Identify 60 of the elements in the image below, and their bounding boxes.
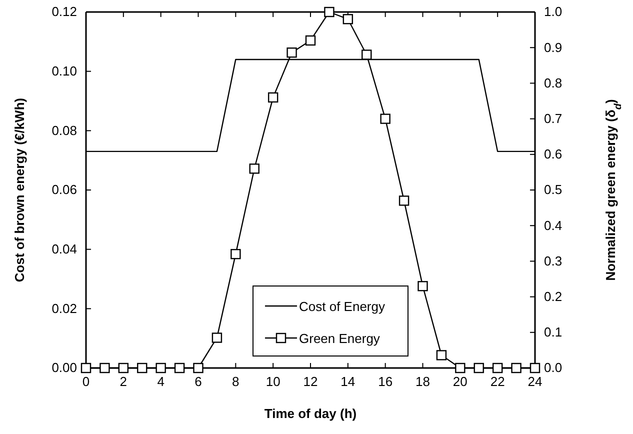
y-tick-label: 0.00 — [52, 360, 77, 376]
point — [530, 362, 540, 374]
y-tick-label: 0.04 — [52, 241, 77, 256]
x-tick-label: 12 — [303, 374, 318, 390]
x-tick-label: 16 — [378, 374, 393, 390]
point — [156, 362, 166, 374]
legend-label: Green Energy — [299, 331, 380, 346]
y2-tick-label: 0.2 — [544, 288, 562, 304]
y2-tick-label: 0.5 — [544, 182, 562, 198]
x-axis-title: Time of day (h) — [264, 406, 357, 421]
y2-tick-label: 1.0 — [544, 4, 562, 20]
point — [286, 47, 297, 58]
y-tick-label: 0.06 — [52, 182, 77, 198]
x-tick-label: 10 — [266, 374, 280, 390]
y-tick-label: 0.08 — [52, 122, 77, 138]
point — [474, 362, 484, 374]
point — [100, 362, 110, 374]
x-tick-label: 14 — [340, 374, 356, 390]
y2-tick-label: 0.6 — [544, 146, 562, 162]
y-tick-label: 0.10 — [52, 63, 77, 78]
point — [398, 196, 410, 206]
x-tick-label: 18 — [416, 374, 430, 390]
y2-tick-label: 0.9 — [544, 40, 562, 55]
point — [418, 281, 428, 292]
y-axis-title: Cost of brown energy (€/kWh) — [12, 98, 27, 282]
point — [511, 362, 522, 374]
x-tick-label: 4 — [157, 374, 164, 390]
x-tick-label: 8 — [232, 374, 240, 390]
point — [380, 114, 390, 124]
y2-tick-label: 0.8 — [544, 75, 562, 90]
point — [118, 362, 129, 374]
point — [212, 332, 222, 343]
point — [436, 350, 447, 360]
point — [362, 50, 372, 60]
y-tick-label: 0.12 — [52, 4, 77, 20]
point — [249, 164, 260, 174]
x-tick-label: 2 — [120, 374, 128, 390]
point — [174, 362, 185, 374]
point — [305, 35, 316, 46]
point — [230, 248, 241, 260]
x-tick-label: 22 — [490, 374, 505, 390]
y2-tick-label: 0.7 — [544, 110, 562, 126]
y2-tick-label: 0.1 — [544, 324, 562, 340]
x-tick-label: 20 — [452, 374, 468, 390]
y2-tick-label: 0.4 — [544, 218, 562, 233]
point — [492, 362, 503, 374]
point — [455, 362, 466, 374]
x-tick-label: 6 — [194, 374, 202, 390]
y-tick-label: 0.02 — [52, 300, 77, 316]
point — [193, 362, 204, 374]
x-tick-label: 24 — [528, 374, 542, 390]
point — [324, 6, 334, 18]
x-tick-label: 0 — [82, 374, 90, 390]
y2-tick-label: 0.0 — [544, 360, 562, 376]
y2-tick-label: 0.3 — [544, 253, 562, 268]
point — [137, 362, 148, 374]
point — [342, 14, 354, 24]
legend-label: Cost of Energy — [299, 299, 386, 314]
point — [80, 362, 92, 374]
point — [268, 92, 278, 103]
